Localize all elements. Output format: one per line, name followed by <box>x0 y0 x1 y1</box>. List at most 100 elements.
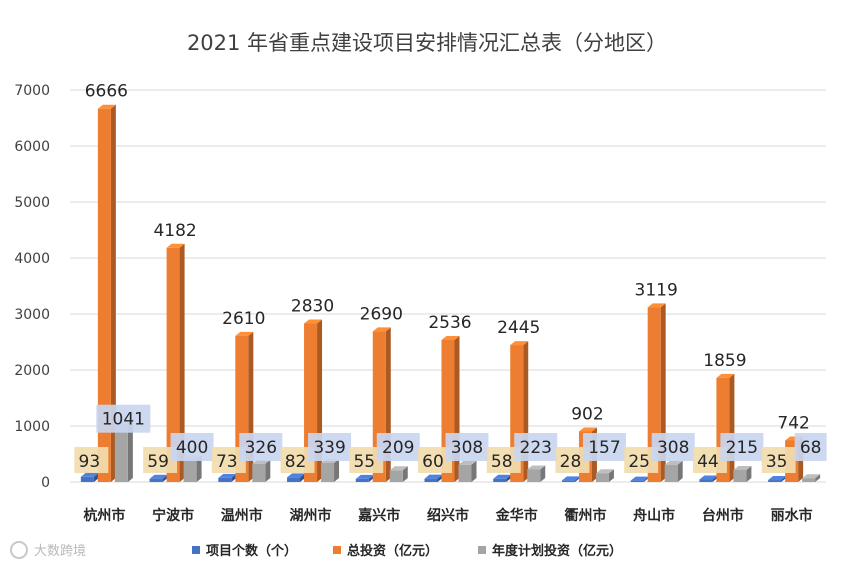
legend-label: 项目个数（个） <box>206 543 297 559</box>
x-tick-label: 丽水市 <box>771 507 813 524</box>
bar-total <box>97 104 116 482</box>
bar-annual <box>458 460 477 482</box>
bar-top <box>389 466 408 471</box>
bar-side <box>196 455 202 482</box>
y-tick-label: 5000 <box>14 195 50 211</box>
bar-side <box>781 476 787 482</box>
bar-side <box>402 466 408 482</box>
data-label-count: 82 <box>285 452 307 472</box>
x-tick-label: 绍兴市 <box>427 507 469 524</box>
y-tick-label: 7000 <box>14 83 50 99</box>
data-label-total: 1859 <box>703 351 746 371</box>
bar-annual <box>527 465 546 482</box>
x-tick-label: 舟山市 <box>633 507 675 524</box>
bar-count <box>149 474 168 482</box>
bar-count <box>493 474 512 482</box>
bar-side <box>179 243 185 482</box>
bar-front <box>561 480 575 482</box>
bar-side <box>110 104 116 482</box>
bar-count <box>355 474 374 482</box>
data-label-count: 58 <box>491 452 513 472</box>
legend-swatch <box>333 546 341 554</box>
bar-top <box>149 474 168 479</box>
bar-top <box>218 473 237 478</box>
legend-swatch <box>478 546 486 554</box>
bar-top <box>493 474 512 479</box>
bar-top <box>802 474 821 479</box>
bar-top <box>355 474 374 479</box>
y-tick-label: 0 <box>41 475 50 491</box>
bar-top <box>733 465 752 470</box>
bar-front <box>355 478 369 482</box>
x-tick-label: 宁波市 <box>152 507 194 524</box>
y-tick-label: 2000 <box>14 363 50 379</box>
y-axis-ticks: 0 1000 2000 3000 4000 5000 6000 7000 <box>14 83 50 491</box>
bar-front <box>252 463 266 482</box>
watermark: 大数跨境 <box>10 541 86 559</box>
data-label-count: 28 <box>560 452 582 472</box>
bar-front <box>97 108 111 482</box>
bar-front <box>114 423 128 482</box>
bar-front <box>664 464 678 482</box>
bar-count <box>768 476 787 482</box>
legend: 项目个数（个） 总投资（亿元） 年度计划投资（亿元） <box>192 543 622 559</box>
bar-front <box>493 478 507 482</box>
data-label-annual: 223 <box>520 438 552 458</box>
bar-top <box>166 243 185 248</box>
data-label-total: 4182 <box>153 221 196 241</box>
bar-annual <box>389 466 408 482</box>
legend-item-total: 总投资（亿元） <box>333 543 438 559</box>
bar-front <box>287 477 301 482</box>
watermark-text: 大数跨境 <box>34 544 86 559</box>
bar-total <box>166 243 185 482</box>
bar-front <box>802 478 816 482</box>
data-label-annual: 68 <box>800 438 822 458</box>
legend-item-annual: 年度计划投资（亿元） <box>478 543 622 559</box>
data-label-annual: 157 <box>588 438 620 458</box>
data-label-annual: 215 <box>726 438 758 458</box>
bar-annual <box>664 460 683 482</box>
data-label-box <box>761 447 796 473</box>
x-tick-label: 嘉兴市 <box>357 507 400 524</box>
bar-top <box>595 469 614 474</box>
data-label-total: 2445 <box>497 318 540 338</box>
chart-title: 2021 年省重点建设项目安排情况汇总表（分地区） <box>187 31 667 55</box>
bar-side <box>574 476 580 482</box>
bar-top <box>561 476 580 481</box>
bar-side <box>506 474 512 482</box>
bar-top <box>458 460 477 465</box>
bar-side <box>162 474 168 482</box>
data-label-annual: 209 <box>382 438 414 458</box>
data-label-box <box>308 433 352 461</box>
bar-side <box>712 475 718 482</box>
bar-count <box>699 475 718 482</box>
bar-count <box>80 472 99 482</box>
bar-top <box>664 460 683 465</box>
x-tick-label: 台州市 <box>702 507 744 524</box>
legend-item-count: 项目个数（个） <box>192 543 297 559</box>
bar-annual <box>595 469 614 482</box>
bar-annual <box>733 465 752 482</box>
data-label-box <box>445 433 489 461</box>
bar-front <box>630 480 644 482</box>
x-tick-label: 金华市 <box>495 507 538 524</box>
bar-front <box>80 476 94 482</box>
legend-label: 总投资（亿元） <box>347 543 438 559</box>
bar-count <box>424 474 443 482</box>
bar-top <box>630 476 649 481</box>
x-tick-label: 温州市 <box>221 507 263 524</box>
bar-side <box>300 473 306 482</box>
data-label-count: 35 <box>766 452 788 472</box>
data-label-total: 2690 <box>360 304 403 324</box>
data-label-total: 2536 <box>428 313 471 333</box>
bar-side <box>93 472 99 482</box>
data-label-count: 59 <box>147 452 169 472</box>
bar-top <box>768 476 787 481</box>
bars <box>80 104 821 482</box>
data-label-count: 55 <box>353 452 375 472</box>
data-label-total: 2610 <box>222 309 265 329</box>
bar-side <box>127 419 133 482</box>
x-axis-ticks: 杭州市 宁波市 温州市 湖州市 嘉兴市 绍兴市 金华市 衢州市 舟山市 台州市 丽水市 <box>83 507 812 524</box>
y-tick-label: 3000 <box>14 307 50 323</box>
